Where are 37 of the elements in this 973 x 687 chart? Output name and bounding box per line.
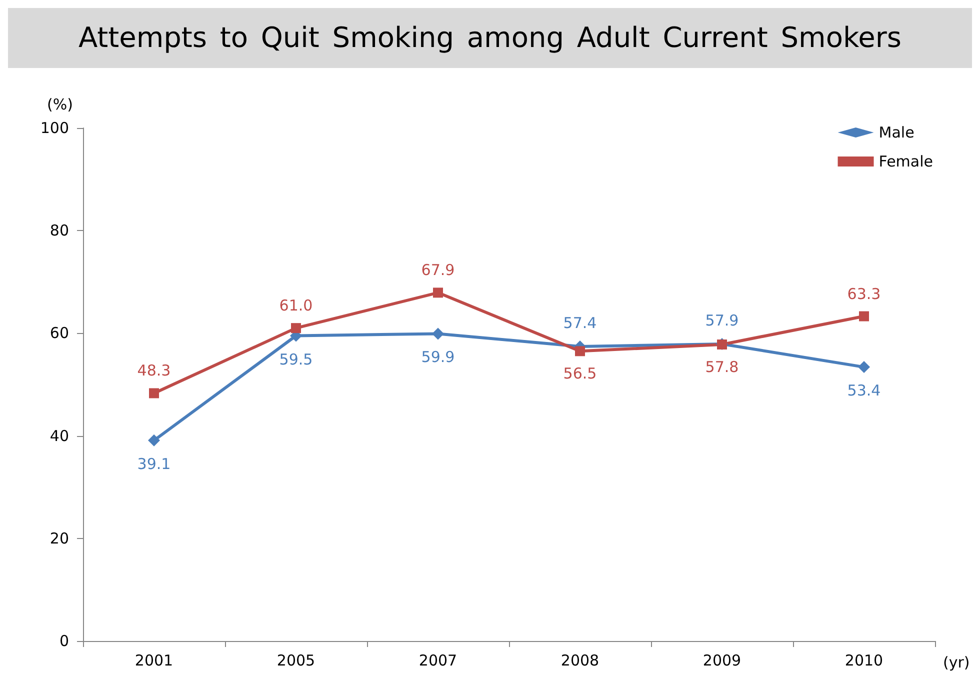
x-tick-label: 2005 xyxy=(276,652,316,670)
y-tick-label: 100 xyxy=(40,119,69,137)
y-tick-label: 0 xyxy=(59,632,69,650)
x-axis-title: (yr) xyxy=(943,654,970,672)
x-tick-label: 2001 xyxy=(134,652,174,670)
x-tick-label: 2008 xyxy=(560,652,600,670)
data-label: 67.9 xyxy=(421,261,455,280)
point xyxy=(575,346,585,356)
y-tick-label: 60 xyxy=(50,324,69,342)
y-axis-title: (%) xyxy=(47,96,73,114)
data-label: 48.3 xyxy=(137,362,171,380)
point xyxy=(148,434,160,446)
point xyxy=(858,361,870,374)
legend-label: Male xyxy=(878,124,914,142)
y-tick-label: 80 xyxy=(50,222,69,240)
data-label: 57.9 xyxy=(705,311,739,330)
point xyxy=(291,323,301,334)
y-tick-label: 20 xyxy=(50,529,69,548)
point xyxy=(432,328,444,340)
legend-label: Female xyxy=(878,152,934,170)
y-tick-label: 40 xyxy=(50,426,69,445)
data-label: 53.4 xyxy=(847,382,881,400)
data-label: 61.0 xyxy=(279,296,313,315)
point xyxy=(149,388,159,398)
chart-title: Attempts to Quit Smoking among Adult Current Smokers xyxy=(8,8,972,68)
x-tick-label: 2009 xyxy=(702,652,742,670)
data-label: 39.1 xyxy=(137,454,171,473)
data-label: 59.5 xyxy=(279,350,313,368)
data-label: 63.3 xyxy=(847,284,881,303)
data-label: 57.4 xyxy=(563,314,597,332)
point xyxy=(433,288,443,298)
data-label: 56.5 xyxy=(563,364,597,383)
data-label: 59.9 xyxy=(421,348,455,366)
point xyxy=(859,311,869,322)
x-tick-label: 2010 xyxy=(844,652,884,670)
data-label: 57.8 xyxy=(705,358,739,376)
x-tick-label: 2007 xyxy=(418,652,458,670)
